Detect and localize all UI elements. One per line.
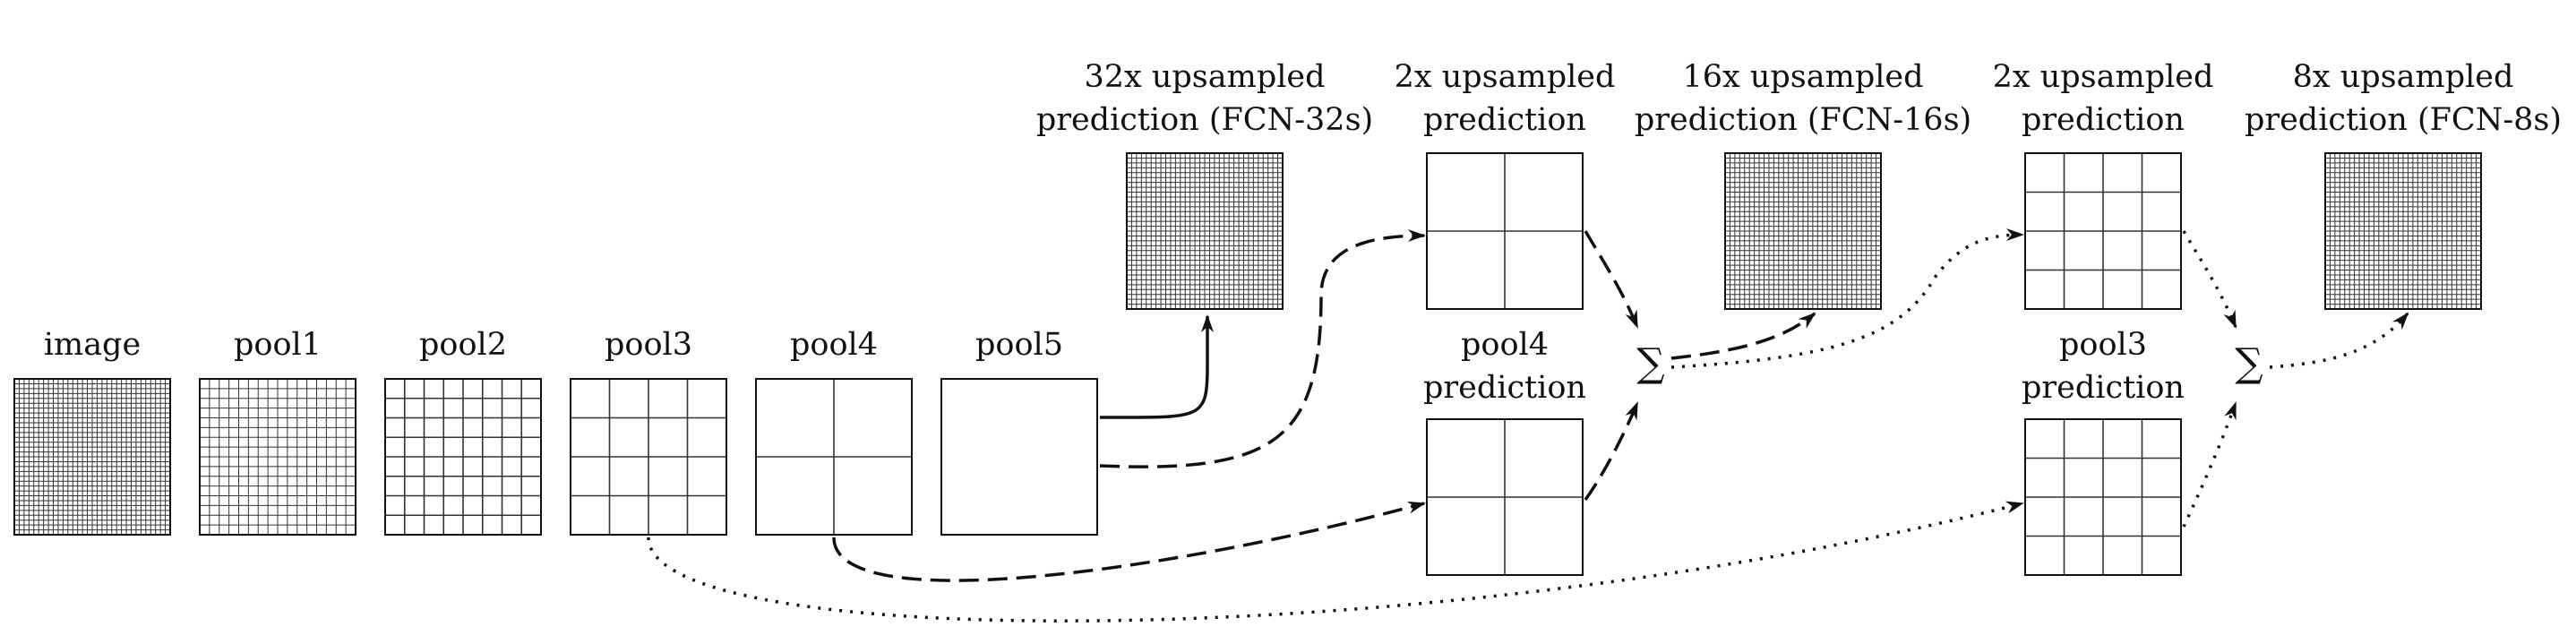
fcn8s-label-line2: prediction (FCN-8s) xyxy=(2245,102,2562,138)
arrow-pool3pred-to-sum2 xyxy=(2182,401,2237,528)
pool5-label: pool5 xyxy=(975,327,1063,363)
pool2-grid xyxy=(384,378,542,536)
up2x-b-label-line1: 2x upsampled xyxy=(1993,59,2214,95)
grid-border xyxy=(2324,152,2482,310)
arrow-sum1-to-fcn16s xyxy=(1670,312,1816,360)
grid-border xyxy=(570,378,727,536)
fcn8s-grid xyxy=(2324,152,2482,310)
image-grid xyxy=(13,378,171,536)
grid-border xyxy=(755,378,913,536)
pool-image: image xyxy=(13,327,171,536)
pool4-prediction-label-line2: prediction xyxy=(1423,370,1586,406)
pool3-prediction: pool3 prediction xyxy=(2022,327,2185,576)
image-label: image xyxy=(44,327,141,363)
pool3-label: pool3 xyxy=(605,327,692,363)
fcn16s-label-line2: prediction (FCN-16s) xyxy=(1635,102,1971,138)
grid-border xyxy=(1724,152,1882,310)
grid-border xyxy=(2024,418,2182,576)
up2x-a-grid xyxy=(1426,152,1584,310)
grid-border xyxy=(1426,152,1584,310)
arrow-pool3-to-prediction xyxy=(647,501,2024,623)
grid-border xyxy=(199,378,356,536)
fcn8s-label-line1: 8x upsampled xyxy=(2293,59,2514,95)
pool-pool2: pool2 xyxy=(384,327,542,536)
arrow-pool5-to-up2x xyxy=(1099,229,1426,468)
sum-node-2: ∑ xyxy=(2235,340,2263,386)
arrow-pool5-to-fcn32s xyxy=(1099,314,1214,419)
pool4-grid xyxy=(755,378,913,536)
fcn32s-label-line2: prediction (FCN-32s) xyxy=(1036,102,1373,138)
pool-prediction-row: pool4 prediction pool3 prediction xyxy=(1423,327,2185,576)
arrow-up2x-b-to-sum2 xyxy=(2182,230,2237,329)
fcn8s-prediction: 8x upsampled prediction (FCN-8s) xyxy=(2245,59,2562,310)
pool5-2x-upsampled-prediction: 2x upsampled prediction xyxy=(1395,59,1616,310)
pool4-prediction-grid xyxy=(1426,418,1584,576)
arrow-pool4pred-to-sum1 xyxy=(1584,401,1639,502)
pool4-label: pool4 xyxy=(790,327,878,363)
arrow-up2x-to-sum1 xyxy=(1584,230,1639,329)
arrow-sum2-to-fcn8s xyxy=(2269,312,2409,369)
pool-pool3: pool3 xyxy=(570,327,727,536)
fcn16s-label-line1: 16x upsampled xyxy=(1682,59,1923,95)
pool1-label: pool1 xyxy=(234,327,322,363)
pool5-grid xyxy=(940,378,1098,536)
pool-pool4: pool4 xyxy=(755,327,913,536)
arrow-pool4-to-prediction xyxy=(832,501,1426,582)
grid-border xyxy=(1126,152,1284,310)
grid-border xyxy=(384,378,542,536)
up2x-a-label-line1: 2x upsampled xyxy=(1395,59,1616,95)
fcn16s-2x-upsampled-prediction: 2x upsampled prediction xyxy=(1993,59,2214,310)
grid-border xyxy=(13,378,171,536)
sum-node-1: ∑ xyxy=(1636,340,1664,386)
up2x-b-label-line2: prediction xyxy=(2022,102,2185,138)
pool3-prediction-grid xyxy=(2024,418,2182,576)
pool4-prediction: pool4 prediction xyxy=(1423,327,1586,576)
pool4-prediction-label-line1: pool4 xyxy=(1461,327,1549,363)
fcn32s-label-line1: 32x upsampled xyxy=(1084,59,1325,95)
pool3-prediction-label-line1: pool3 xyxy=(2059,327,2147,363)
pool1-grid xyxy=(199,378,356,536)
up2x-a-label-line2: prediction xyxy=(1423,102,1586,138)
grid-border xyxy=(2024,152,2182,310)
fcn32s-grid xyxy=(1126,152,1284,310)
pool-pool5: pool5 xyxy=(940,327,1098,536)
fcn16s-grid xyxy=(1724,152,1882,310)
pool-pool1: pool1 xyxy=(199,327,356,536)
connections xyxy=(647,228,2409,623)
fcn32s-prediction: 32x upsampled prediction (FCN-32s) xyxy=(1036,59,1373,310)
pool2-label: pool2 xyxy=(419,327,507,363)
up2x-b-grid xyxy=(2024,152,2182,310)
pool3-grid xyxy=(570,378,727,536)
grid-border xyxy=(1426,418,1584,576)
upsampled-row: 32x upsampled prediction (FCN-32s) 2x up… xyxy=(1036,59,2562,310)
grid-border xyxy=(940,378,1098,536)
fcn16s-prediction: 16x upsampled prediction (FCN-16s) xyxy=(1635,59,1971,310)
pool3-prediction-label-line2: prediction xyxy=(2022,370,2185,406)
pool-row: image pool1 pool2 pool3 pool4 pool5 xyxy=(13,327,1098,536)
